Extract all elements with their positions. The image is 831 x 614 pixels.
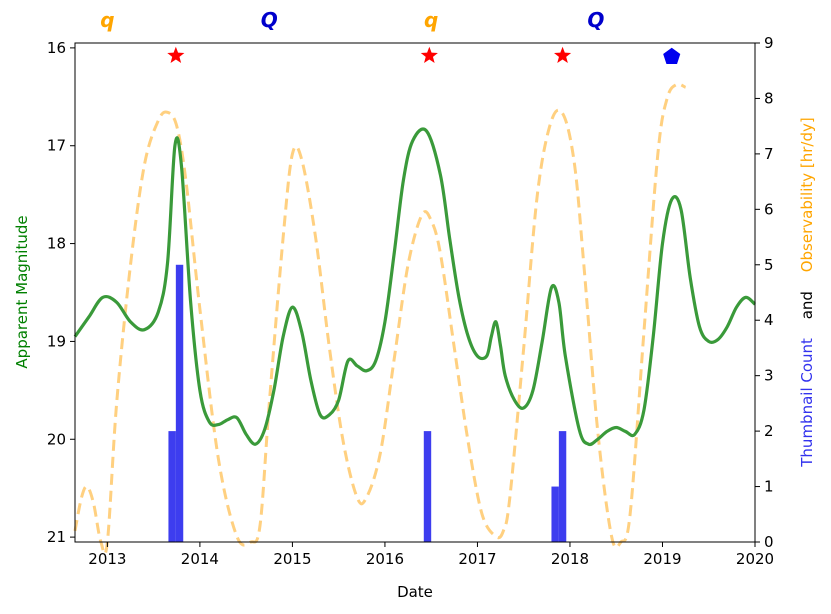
thumbnail-bar-3	[551, 486, 559, 542]
plot-frame	[74, 42, 756, 543]
x-tick-label: 2013	[88, 550, 126, 568]
x-axis-label: Date	[397, 583, 433, 601]
now-pentagon	[663, 47, 681, 65]
x-tick-label: 2014	[181, 550, 219, 568]
x-tick-label: 2020	[736, 550, 774, 568]
perihelion-star-0	[167, 46, 185, 64]
y-right-label-and: and	[798, 291, 816, 319]
y-right-axis-ticks: 0 1 2 3 4 5 6 7 8 9	[755, 34, 774, 551]
markers	[167, 46, 681, 65]
y-right-tick-label: 1	[764, 478, 774, 496]
y-left-tick-label: 21	[47, 528, 66, 546]
y-left-axis-ticks: 16 17 18 19 20 21	[47, 39, 75, 546]
y-right-axis-label: Thumbnail Count and Observability [hr/dy…	[798, 117, 816, 467]
y-right-tick-label: 5	[764, 256, 774, 274]
qq-label-2: q	[424, 8, 438, 32]
x-tick-label: 2019	[643, 550, 681, 568]
y-left-tick-label: 19	[47, 332, 66, 350]
x-tick-label: 2015	[273, 550, 311, 568]
y-left-tick-label: 16	[47, 39, 66, 57]
y-left-tick-label: 20	[47, 430, 66, 448]
y-right-label-observability: Observability [hr/dy]	[798, 117, 816, 272]
magnitude-line	[73, 127, 757, 447]
x-axis-ticks: 2013 2014 2015 2016 2017 2018 2019 2020	[88, 542, 774, 568]
x-tick-label: 2017	[458, 550, 496, 568]
y-right-tick-label: 6	[764, 200, 774, 218]
observability-line	[73, 82, 687, 556]
y-left-tick-label: 18	[47, 235, 66, 253]
perihelion-star-2	[554, 46, 572, 64]
y-right-tick-label: 3	[764, 367, 774, 385]
thumbnail-bar-2	[423, 431, 432, 542]
x-tick-label: 2016	[366, 550, 404, 568]
qq-label-1: Q	[261, 8, 278, 32]
perihelion-star-1	[420, 46, 438, 64]
magnitude-line-group	[73, 127, 757, 447]
y-right-tick-label: 2	[764, 422, 774, 440]
x-tick-label: 2018	[551, 550, 589, 568]
thumbnail-bar-4	[558, 431, 567, 542]
y-right-tick-label: 4	[764, 311, 774, 329]
y-right-tick-label: 9	[764, 34, 774, 52]
qq-label-3: Q	[587, 8, 604, 32]
thumbnail-bar-1	[175, 264, 184, 542]
y-right-tick-label: 0	[764, 533, 774, 551]
y-right-tick-label: 8	[764, 89, 774, 107]
y-left-axis-label: Apparent Magnitude	[13, 215, 31, 368]
y-right-label-thumbnail: Thumbnail Count	[798, 338, 816, 468]
qq-label-0: q	[100, 8, 114, 32]
thumbnail-bar-0	[168, 431, 176, 542]
thumbnail-bars	[168, 264, 567, 542]
y-right-tick-label: 7	[764, 145, 774, 163]
y-left-tick-label: 17	[47, 137, 66, 155]
observability-line-group	[73, 82, 687, 556]
